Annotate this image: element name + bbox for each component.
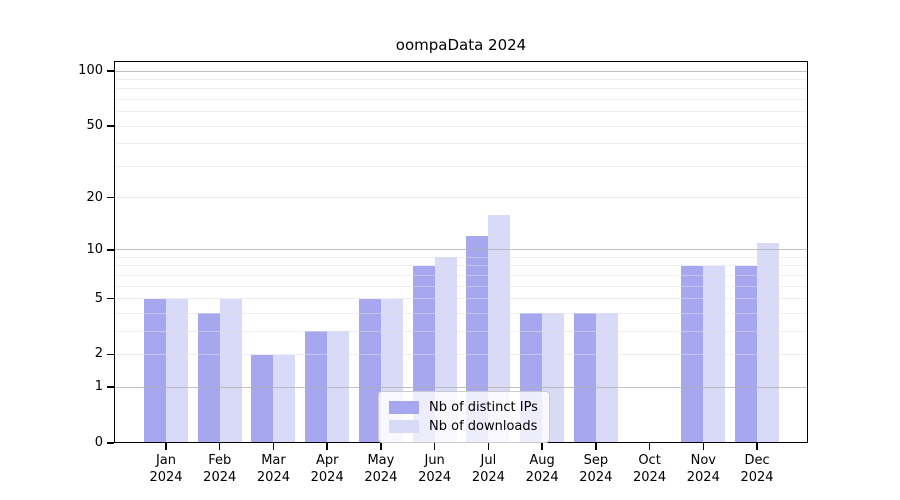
x-tick xyxy=(380,443,382,450)
x-tick-year: 2024 xyxy=(579,470,613,485)
bar-dec-downloads xyxy=(757,242,780,443)
x-tick-label-dec: Dec 2024 xyxy=(722,452,792,486)
x-tick xyxy=(487,443,490,450)
y-tick xyxy=(107,353,114,356)
x-tick-month: Apr xyxy=(315,453,339,468)
x-tick-month: Jul xyxy=(480,453,497,468)
bar-apr-downloads xyxy=(327,331,350,443)
x-tick-label-jun: Jun 2024 xyxy=(400,452,470,486)
bar-mar-distinct-ips xyxy=(251,354,274,443)
legend-swatch-icon xyxy=(389,420,419,433)
x-tick xyxy=(595,443,597,450)
legend-item: Nb of downloads xyxy=(389,417,538,436)
bars-layer xyxy=(114,61,808,443)
x-tick xyxy=(541,443,543,450)
y-tick xyxy=(107,70,114,72)
bar-jan-distinct-ips xyxy=(144,298,166,443)
x-tick-month: Sep xyxy=(583,453,609,468)
y-tick-label: 5 xyxy=(94,290,103,306)
x-tick xyxy=(756,443,758,450)
x-tick-label-nov: Nov 2024 xyxy=(668,452,738,486)
y-tick-label: 50 xyxy=(86,118,103,134)
chart-title: oompaData 2024 xyxy=(395,36,527,54)
x-tick-label-apr: Apr 2024 xyxy=(292,452,362,486)
x-tick-label-oct: Oct 2024 xyxy=(615,452,685,486)
x-tick-label-mar: Mar 2024 xyxy=(238,452,308,486)
legend-label: Nb of distinct IPs xyxy=(429,400,538,415)
x-tick-year: 2024 xyxy=(364,470,398,485)
x-tick-month: Dec xyxy=(744,453,770,468)
x-tick xyxy=(165,443,167,450)
bar-jan-downloads xyxy=(166,298,188,443)
x-tick-year: 2024 xyxy=(633,470,667,485)
x-tick xyxy=(433,443,436,450)
y-tick xyxy=(107,125,114,127)
y-tick xyxy=(107,249,114,251)
y-tick-label: 2 xyxy=(94,346,103,362)
bar-mar-downloads xyxy=(273,354,296,443)
x-tick-year: 2024 xyxy=(740,470,774,485)
x-tick-label-jan: Jan 2024 xyxy=(131,452,201,486)
bar-nov-distinct-ips xyxy=(681,265,704,443)
bar-feb-downloads xyxy=(219,298,242,443)
x-tick-month: Jun xyxy=(424,453,445,468)
y-tick xyxy=(107,297,114,300)
x-tick-year: 2024 xyxy=(525,470,559,485)
x-tick xyxy=(648,443,651,450)
x-tick-month: Jan xyxy=(155,453,177,468)
bar-nov-downloads xyxy=(703,265,726,443)
x-tick-year: 2024 xyxy=(149,470,183,485)
bar-sep-downloads xyxy=(595,313,618,443)
y-tick xyxy=(107,386,114,388)
bar-sep-distinct-ips xyxy=(573,313,596,443)
y-tick-label: 1 xyxy=(94,379,103,395)
x-tick xyxy=(702,443,705,450)
bar-dec-distinct-ips xyxy=(735,265,758,443)
x-tick-year: 2024 xyxy=(418,470,452,485)
y-tick-label: 0 xyxy=(94,435,103,450)
legend-swatch-icon xyxy=(389,401,419,414)
x-tick-label-jul: Jul 2024 xyxy=(453,452,523,486)
legend-label: Nb of downloads xyxy=(429,419,538,434)
x-tick-year: 2024 xyxy=(471,470,505,485)
x-tick xyxy=(218,443,221,450)
legend: Nb of distinct IPs Nb of downloads xyxy=(378,391,550,443)
legend-item: Nb of distinct IPs xyxy=(389,398,538,417)
y-tick-label: 10 xyxy=(86,241,103,257)
x-tick-year: 2024 xyxy=(256,470,290,485)
y-tick xyxy=(107,442,114,444)
x-tick-month: Nov xyxy=(690,453,716,468)
x-tick-label-aug: Aug 2024 xyxy=(507,452,577,486)
y-tick xyxy=(107,196,114,199)
plot-area: Nb of distinct IPs Nb of downloads xyxy=(114,61,808,443)
x-tick-year: 2024 xyxy=(203,470,237,485)
bar-feb-distinct-ips xyxy=(197,313,220,443)
x-tick-month: May xyxy=(367,453,395,468)
x-tick-label-may: May 2024 xyxy=(346,452,416,486)
bar-apr-distinct-ips xyxy=(305,331,328,443)
y-tick-label: 100 xyxy=(78,63,103,79)
x-tick-year: 2024 xyxy=(686,470,720,485)
x-tick-label-sep: Sep 2024 xyxy=(561,452,631,486)
x-tick-label-feb: Feb 2024 xyxy=(185,452,255,486)
x-tick-month: Oct xyxy=(638,453,661,468)
bar-jul-downloads xyxy=(488,214,511,443)
x-tick xyxy=(272,443,275,450)
x-tick-year: 2024 xyxy=(310,470,344,485)
x-tick-month: Feb xyxy=(208,453,232,468)
y-tick-label: 20 xyxy=(86,189,103,205)
x-tick xyxy=(326,443,328,450)
x-tick-month: Mar xyxy=(261,453,286,468)
bar-may-distinct-ips xyxy=(358,298,381,443)
x-tick-month: Aug xyxy=(529,453,555,468)
